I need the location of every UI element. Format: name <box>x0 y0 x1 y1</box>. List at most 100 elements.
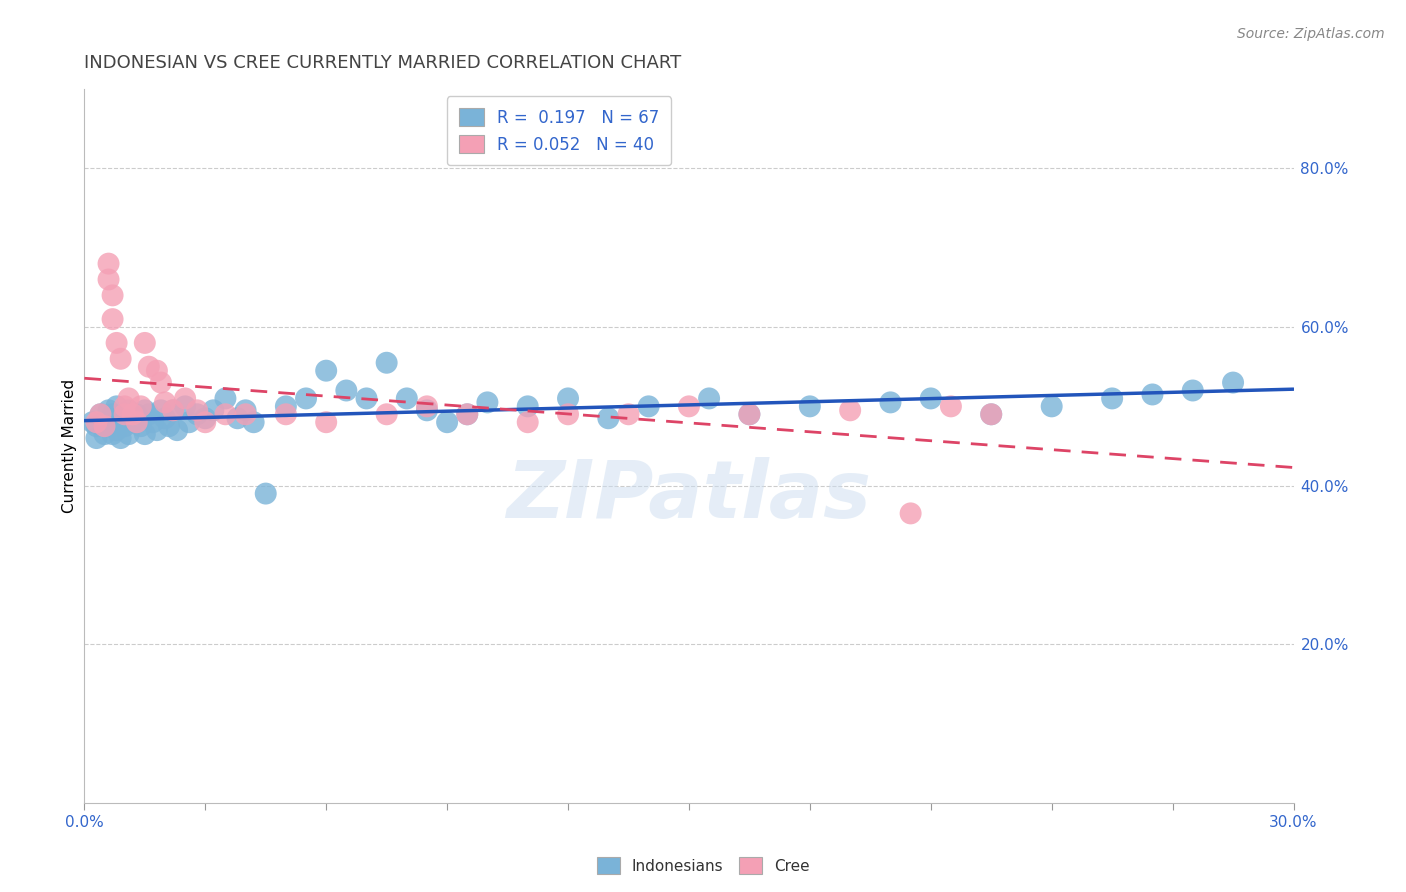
Point <box>1142 387 1164 401</box>
Text: Source: ZipAtlas.com: Source: ZipAtlas.com <box>1237 27 1385 41</box>
Point <box>375 407 398 421</box>
Point <box>134 403 156 417</box>
Point <box>97 257 120 271</box>
Point <box>186 407 208 421</box>
Point <box>146 364 169 378</box>
Point <box>375 356 398 370</box>
Point <box>416 400 439 414</box>
Point <box>97 272 120 286</box>
Point <box>157 419 180 434</box>
Point <box>134 335 156 350</box>
Point <box>980 407 1002 421</box>
Point <box>166 423 188 437</box>
Point <box>214 392 236 406</box>
Point <box>235 407 257 421</box>
Point <box>97 403 120 417</box>
Point <box>242 415 264 429</box>
Point <box>456 407 478 421</box>
Point <box>274 400 297 414</box>
Point <box>114 407 136 421</box>
Point <box>678 400 700 414</box>
Point <box>125 407 148 421</box>
Point <box>105 335 128 350</box>
Point <box>153 395 176 409</box>
Point <box>738 407 761 421</box>
Point <box>274 407 297 421</box>
Point <box>138 359 160 374</box>
Point <box>114 400 136 414</box>
Point <box>146 423 169 437</box>
Point <box>920 392 942 406</box>
Point <box>174 392 197 406</box>
Point <box>142 415 165 429</box>
Point <box>1181 384 1204 398</box>
Point <box>1040 400 1063 414</box>
Point <box>149 376 172 390</box>
Point <box>114 407 136 421</box>
Point <box>105 423 128 437</box>
Point <box>557 392 579 406</box>
Point <box>356 392 378 406</box>
Point <box>395 392 418 406</box>
Point <box>118 403 141 417</box>
Point <box>101 312 124 326</box>
Point <box>194 411 217 425</box>
Point <box>110 431 132 445</box>
Point <box>97 419 120 434</box>
Point <box>101 427 124 442</box>
Text: ZIPatlas: ZIPatlas <box>506 457 872 535</box>
Point <box>82 415 104 429</box>
Point <box>697 392 720 406</box>
Point <box>235 403 257 417</box>
Point <box>617 407 640 421</box>
Point <box>799 400 821 414</box>
Point <box>557 407 579 421</box>
Point <box>138 407 160 421</box>
Point <box>134 427 156 442</box>
Point <box>202 403 225 417</box>
Point <box>86 419 108 434</box>
Point <box>174 400 197 414</box>
Point <box>129 419 152 434</box>
Point <box>110 351 132 366</box>
Point <box>516 415 538 429</box>
Point <box>121 415 143 429</box>
Point <box>214 407 236 421</box>
Point <box>101 407 124 421</box>
Point <box>254 486 277 500</box>
Point <box>879 395 901 409</box>
Legend: Indonesians, Cree: Indonesians, Cree <box>591 851 815 880</box>
Point <box>114 419 136 434</box>
Point <box>637 400 659 414</box>
Point <box>129 400 152 414</box>
Point <box>295 392 318 406</box>
Point <box>980 407 1002 421</box>
Point <box>101 288 124 302</box>
Point <box>416 403 439 417</box>
Point <box>335 384 357 398</box>
Point <box>86 415 108 429</box>
Point <box>105 400 128 414</box>
Point <box>162 403 184 417</box>
Point <box>315 415 337 429</box>
Point <box>179 415 201 429</box>
Point <box>1222 376 1244 390</box>
Point <box>118 427 141 442</box>
Text: INDONESIAN VS CREE CURRENTLY MARRIED CORRELATION CHART: INDONESIAN VS CREE CURRENTLY MARRIED COR… <box>84 54 682 72</box>
Point <box>86 431 108 445</box>
Point <box>125 415 148 429</box>
Y-axis label: Currently Married: Currently Married <box>62 379 77 513</box>
Point <box>194 415 217 429</box>
Point <box>118 392 141 406</box>
Point <box>598 411 620 425</box>
Point <box>93 419 115 434</box>
Point <box>93 415 115 429</box>
Legend: R =  0.197   N = 67, R = 0.052   N = 40: R = 0.197 N = 67, R = 0.052 N = 40 <box>447 96 671 165</box>
Point <box>436 415 458 429</box>
Point <box>89 407 111 421</box>
Point <box>1101 392 1123 406</box>
Point <box>93 427 115 442</box>
Point <box>900 507 922 521</box>
Point <box>110 411 132 425</box>
Point <box>149 403 172 417</box>
